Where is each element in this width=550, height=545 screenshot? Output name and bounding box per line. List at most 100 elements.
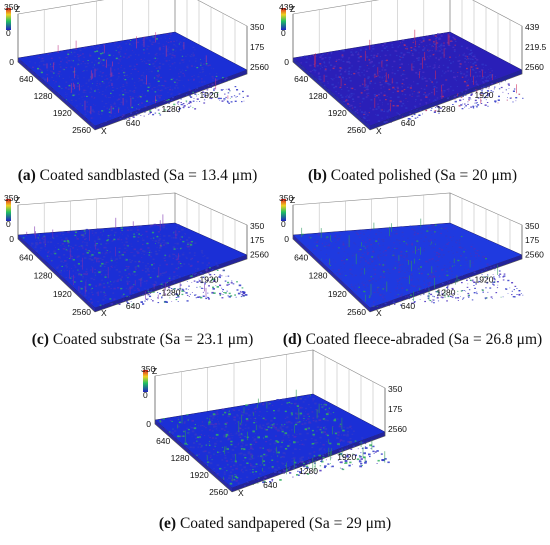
side-tick-label: 1920 — [475, 90, 494, 100]
panel-a: 350 Z 0 350 175 2560 0 640 1280 1920 2560 640 1280 19… — [0, 0, 275, 190]
front-tick-label: 1920 — [328, 289, 347, 299]
front-tick-label: 1280 — [171, 453, 190, 463]
front-tick-label: 0 — [284, 234, 289, 244]
front-tick-label: 2560 — [72, 307, 91, 317]
caption-b-letter: (b) — [307, 167, 327, 184]
right-tick-label: 439 — [525, 22, 539, 32]
right-tick-label: 2560 — [250, 62, 269, 72]
right-tick-label: 219.5 — [525, 42, 547, 52]
front-tick-label: 1280 — [309, 91, 328, 101]
side-tick-label: 1280 — [437, 288, 456, 298]
side-tick-label: 1280 — [437, 104, 456, 114]
caption-d: (d) Coated fleece-abraded (Sa = 26.8 μm) — [277, 331, 548, 349]
side-tick-label: 1920 — [475, 274, 494, 284]
caption-b-text: Coated polished (Sa = 20 μm) — [326, 167, 518, 184]
right-tick-label: 175 — [250, 42, 264, 52]
caption-a: (a) Coated sandblasted (Sa = 13.4 μm) — [10, 167, 265, 185]
side-tick-label: 1280 — [299, 466, 318, 476]
caption-d-text: Coated fleece-abraded (Sa = 26.8 μm) — [301, 331, 543, 348]
front-tick-label: 640 — [19, 252, 33, 262]
panel-c: 350 Z 0 350 175 2560 0 640 1280 1920 2560 640 1280 19… — [0, 192, 275, 357]
z-max-label: 350 — [4, 2, 18, 12]
caption-b: (b) Coated polished (Sa = 20 μm) — [285, 167, 540, 185]
right-tick-label: 2560 — [388, 424, 407, 434]
right-tick-label: 350 — [388, 384, 402, 394]
x-axis-letter: X — [101, 126, 107, 136]
colorbar — [6, 8, 11, 30]
side-tick-label: 640 — [401, 301, 415, 311]
front-tick-label: 1280 — [34, 271, 53, 281]
right-tick-label: 2560 — [250, 249, 269, 259]
side-tick-label: 1920 — [200, 90, 219, 100]
caption-e-text: Coated sandpapered (Sa = 29 μm) — [176, 515, 392, 532]
front-tick-label: 640 — [156, 436, 170, 446]
front-tick-label: 1920 — [328, 108, 347, 118]
colorbar — [143, 370, 148, 392]
colorbar — [281, 8, 286, 30]
caption-d-letter: (d) — [282, 331, 302, 348]
caption-c: (c) Coated substrate (Sa = 23.1 μm) — [10, 331, 275, 349]
right-tick-label: 2560 — [525, 249, 544, 259]
front-tick-label: 1920 — [190, 470, 209, 480]
front-tick-label: 1280 — [34, 91, 53, 101]
colorbar — [281, 199, 286, 221]
front-tick-label: 2560 — [72, 125, 91, 135]
side-tick-label: 640 — [126, 301, 140, 311]
front-tick-label: 0 — [146, 419, 151, 429]
x-axis-letter: X — [376, 126, 382, 136]
front-tick-label: 0 — [9, 234, 14, 244]
panel-e: 350 Z 0 350 175 2560 0 640 1280 1920 2560 640 1280 19… — [137, 349, 413, 542]
z-axis-letter: Z — [15, 195, 20, 205]
caption-a-text: Coated sandblasted (Sa = 13.4 μm) — [35, 167, 258, 184]
panel-b: 439 Z 0 439 219.5 2560 0 640 1280 1920 2560 640 1280… — [275, 0, 550, 190]
z-max-label: 350 — [279, 193, 293, 203]
surface-plot-b: 439Z0439219.5256006401280192025606401280… — [279, 0, 547, 136]
z-max-label: 439 — [279, 2, 293, 12]
z-axis-letter: Z — [290, 195, 295, 205]
front-tick-label: 640 — [294, 74, 308, 84]
z-min-label: 0 — [281, 219, 286, 229]
z-min-label: 0 — [6, 28, 11, 38]
surface-plot-e: 350Z035017525600640128019202560640128019… — [141, 349, 407, 498]
panel-d: 350 Z 0 350 175 2560 0 640 1280 1920 2560 640 1280 19… — [275, 192, 550, 357]
z-min-label: 0 — [281, 28, 286, 38]
side-tick-label: 1920 — [200, 274, 219, 284]
right-tick-label: 175 — [525, 235, 539, 245]
side-tick-label: 1280 — [162, 104, 181, 114]
front-tick-label: 1920 — [53, 108, 72, 118]
front-tick-label: 0 — [284, 57, 289, 67]
front-tick-label: 640 — [19, 74, 33, 84]
caption-e: (e) Coated sandpapered (Sa = 29 μm) — [137, 515, 413, 533]
caption-e-letter: (e) — [158, 515, 177, 532]
caption-c-letter: (c) — [31, 331, 49, 348]
front-tick-label: 1920 — [53, 289, 72, 299]
side-tick-label: 1280 — [162, 288, 181, 298]
z-axis-letter: Z — [290, 4, 295, 14]
side-tick-label: 640 — [126, 118, 140, 128]
front-tick-label: 2560 — [347, 307, 366, 317]
caption-c-text: Coated substrate (Sa = 23.1 μm) — [48, 331, 254, 348]
right-tick-label: 175 — [388, 404, 402, 414]
right-tick-label: 175 — [250, 235, 264, 245]
z-min-label: 0 — [143, 390, 148, 400]
right-tick-label: 350 — [525, 221, 539, 231]
surface-plot-a: 350Z035017525600640128019202560640128019… — [4, 0, 269, 136]
front-tick-label: 640 — [294, 252, 308, 262]
front-tick-label: 2560 — [347, 125, 366, 135]
z-max-label: 350 — [4, 193, 18, 203]
colorbar — [6, 199, 11, 221]
side-tick-label: 640 — [263, 480, 277, 490]
caption-a-letter: (a) — [17, 167, 36, 184]
x-axis-letter: X — [101, 308, 107, 318]
front-tick-label: 2560 — [209, 487, 228, 497]
front-tick-label: 1280 — [309, 271, 328, 281]
side-tick-label: 1920 — [337, 452, 356, 462]
right-tick-label: 350 — [250, 22, 264, 32]
z-max-label: 350 — [141, 364, 155, 374]
front-tick-label: 0 — [9, 57, 14, 67]
right-tick-label: 350 — [250, 221, 264, 231]
x-axis-letter: X — [376, 308, 382, 318]
z-axis-letter: Z — [15, 4, 20, 14]
